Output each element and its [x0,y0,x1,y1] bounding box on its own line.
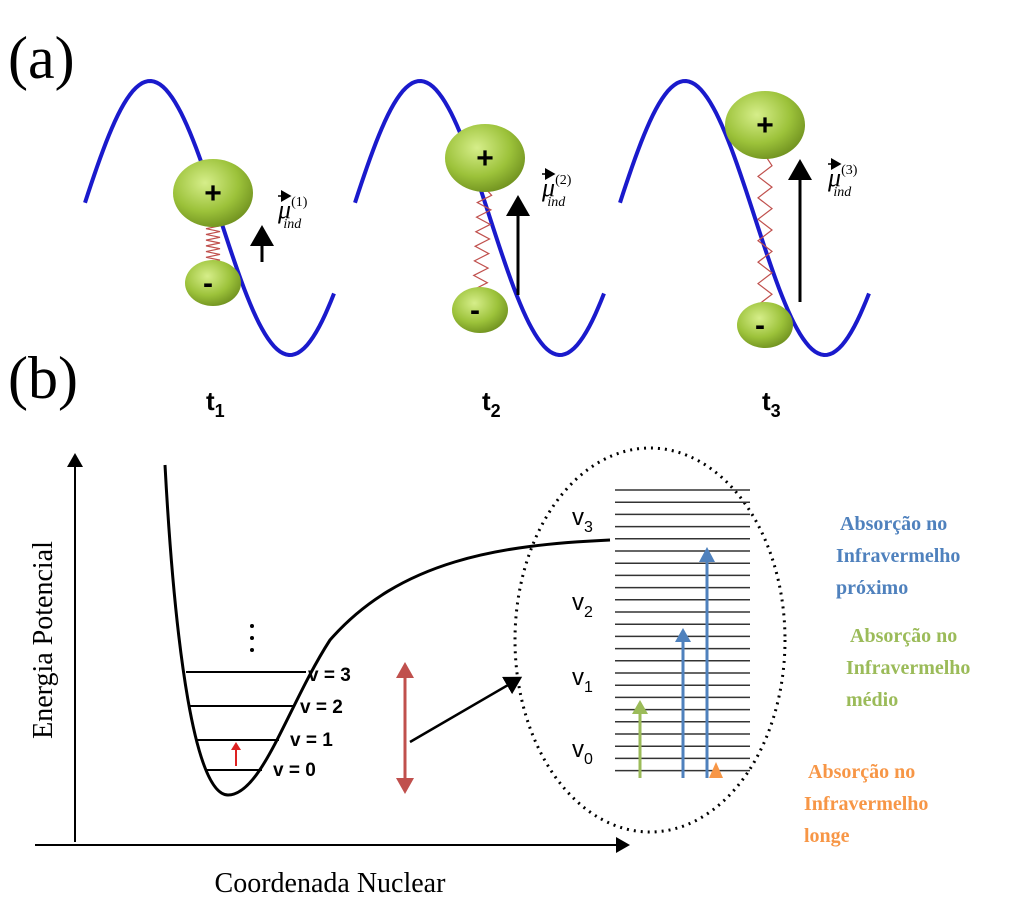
arrow-head [699,547,715,562]
minus-charge [737,302,793,348]
level-label: v = 3 [308,665,351,686]
label-sup: (1) [291,195,308,210]
panel-b: Energia Potencial Coordenada Nuclear v =… [28,446,970,899]
plus-sign: + [204,177,222,210]
x-axis-title: Coordenada Nuclear [215,868,447,899]
spring [757,154,773,306]
label-base: v [572,664,584,691]
label-sup: (2) [555,173,572,188]
spring [205,222,223,264]
label-base: μ [541,173,555,202]
label-base: v [572,736,584,763]
label-base: t [482,386,491,416]
label: μ(1) ind [277,195,308,232]
spring [472,187,493,291]
ellipsis [250,624,254,652]
plus-sign: + [756,109,774,142]
legend-text: Absorção no [850,625,957,647]
absorption-arrow [709,762,723,778]
label-base: t [762,386,771,416]
minus-sign: - [203,267,213,300]
legend-text: próximo [836,577,908,599]
label-sub: 3 [771,401,781,421]
minus-sign: - [755,309,765,342]
small-arrow-head [231,742,241,750]
legend-text: Infravermelho [804,793,928,815]
label-base: v [572,589,584,616]
label-sub: 3 [584,519,593,536]
y-axis-title: Energia Potencial [28,541,59,739]
level-label: v = 1 [290,730,333,751]
label-sup: (3) [841,163,858,178]
panel-label: (a) [8,25,75,91]
label-sub: 2 [584,604,593,621]
label: t1 [206,386,225,421]
plus-charge [725,91,805,159]
plus-sign: + [476,142,494,175]
double-arrow-heads [396,662,414,794]
label-sub: 1 [215,401,225,421]
legend-text: médio [846,689,898,711]
level-label: v = 2 [300,697,343,718]
zoom-circle [513,446,787,834]
legend-text: Infravermelho [846,657,970,679]
legend-text: longe [804,825,850,847]
legend-text: Infravermelho [836,545,960,567]
label: v2 [572,589,593,621]
plus-charge [445,124,525,192]
panel-label: (b) [8,345,78,411]
label: t2 [482,386,501,421]
arrow-head [675,628,691,642]
label-sub: 2 [491,401,501,421]
plus-charge [173,159,253,227]
label: μ(2) ind [541,173,572,210]
wave [618,78,871,358]
minus-charge [185,260,241,306]
arrow-head [632,700,648,714]
label-base: t [206,386,215,416]
label-sub: 1 [584,679,593,696]
label-base: μ [277,195,291,224]
label: v0 [572,736,593,768]
minus-charge [452,287,508,333]
label: v1 [572,664,593,696]
label: v3 [572,504,593,536]
minus-sign: - [470,294,480,327]
label-sub: 0 [584,751,593,768]
label-sub: ind [547,195,566,210]
legend-text: Absorção no [808,761,915,783]
label-base: μ [827,163,841,192]
morse-curve [163,464,611,797]
label-sub: ind [833,185,852,200]
label: t3 [762,386,781,421]
label: μ(3) ind [827,163,858,200]
label-sub: ind [283,217,302,232]
zoom-arrow [409,676,523,744]
level-label: v = 0 [273,760,316,781]
levels [186,671,306,771]
label-base: v [572,504,584,531]
legend-text: Absorção no [840,513,947,535]
